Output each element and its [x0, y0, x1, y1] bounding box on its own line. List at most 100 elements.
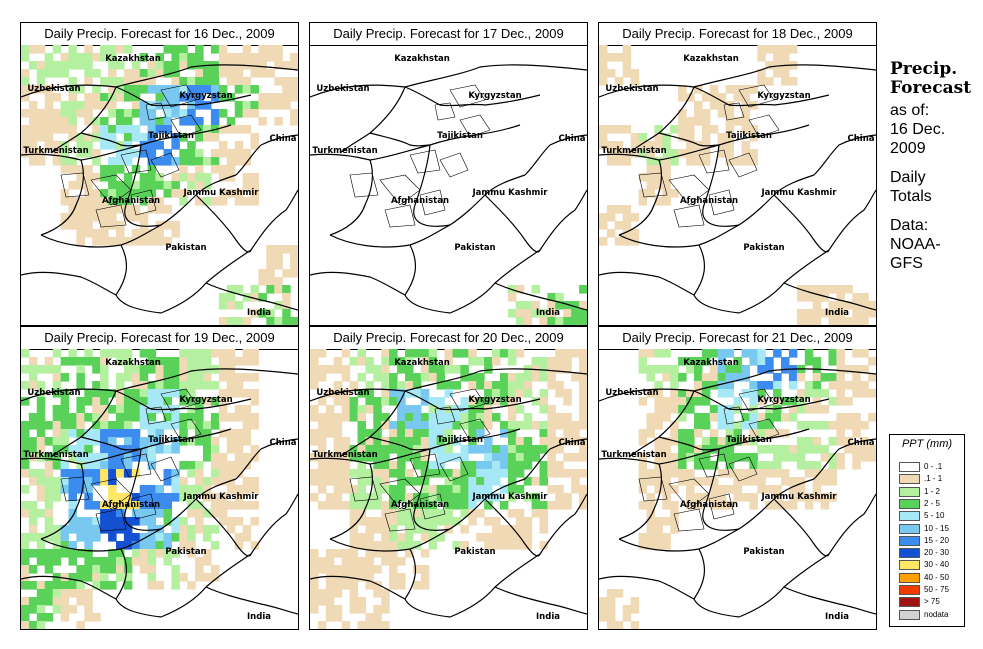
- precip-cell: [515, 285, 525, 294]
- province-boundary: [748, 418, 780, 442]
- precip-cell: [310, 477, 319, 486]
- precip-cell: [234, 413, 244, 422]
- precip-cell: [515, 541, 525, 550]
- province-boundary: [673, 204, 705, 228]
- precip-cell: [670, 453, 679, 462]
- precip-cell: [444, 477, 453, 486]
- country-label-jammu-kashmir: Jammu Kashmir: [471, 188, 548, 198]
- precip-cell: [60, 69, 70, 78]
- precip-cell: [179, 485, 188, 494]
- province-boundary: [748, 114, 780, 138]
- precip-cell: [571, 453, 580, 462]
- precip-cell: [836, 357, 845, 366]
- precip-cell: [365, 357, 374, 366]
- precip-cell: [21, 77, 30, 86]
- precip-cell: [606, 125, 616, 134]
- precip-cell: [812, 317, 822, 325]
- precip-cell: [357, 437, 366, 446]
- precip-cell: [116, 517, 125, 526]
- precip-cell: [412, 541, 422, 550]
- precip-cell: [171, 221, 180, 230]
- precip-cell: [507, 405, 517, 414]
- precip-cell: [226, 389, 236, 398]
- precip-cell: [163, 125, 172, 134]
- precip-cell: [389, 437, 398, 446]
- precip-cell: [123, 493, 133, 502]
- precip-cell: [468, 429, 477, 438]
- precip-cell: [108, 93, 117, 102]
- precip-cell: [131, 61, 141, 70]
- precip-cell: [717, 405, 727, 414]
- precip-cell: [234, 381, 244, 390]
- precip-cell: [123, 205, 133, 214]
- precip-cell: [420, 421, 430, 430]
- precip-cell: [218, 389, 228, 398]
- precip-cell: [781, 453, 790, 462]
- precip-cell: [709, 125, 719, 134]
- precip-cell: [60, 125, 70, 134]
- precip-cell: [420, 469, 430, 478]
- precip-cell: [52, 117, 62, 126]
- precip-cell: [155, 509, 164, 518]
- precip-cell: [60, 429, 70, 438]
- precip-cell: [606, 597, 616, 606]
- precip-cell: [234, 189, 244, 198]
- precip-cell: [836, 413, 845, 422]
- precip-cell: [804, 357, 814, 366]
- precip-cell: [155, 381, 164, 390]
- precip-cell: [547, 405, 556, 414]
- precip-cell: [333, 573, 343, 582]
- precip-cell: [36, 389, 46, 398]
- precip-cell: [373, 405, 382, 414]
- precip-cell: [781, 469, 790, 478]
- precip-cell: [788, 493, 798, 502]
- precip-cell: [725, 109, 735, 118]
- precip-cell: [100, 525, 109, 534]
- precip-cell: [210, 565, 220, 574]
- precip-cell: [171, 533, 180, 542]
- precip-cell: [397, 517, 406, 526]
- precip-cell: [84, 533, 93, 542]
- precip-cell: [266, 317, 275, 325]
- precip-cell: [460, 485, 469, 494]
- precip-cell: [310, 357, 319, 366]
- precip-cell: [139, 189, 149, 198]
- province-boundary: [130, 189, 157, 216]
- precip-cell: [844, 397, 853, 406]
- precip-cell: [539, 429, 548, 438]
- country-border: [329, 463, 374, 540]
- country-border: [205, 586, 298, 615]
- precip-cell: [203, 549, 212, 558]
- precip-cell: [92, 149, 101, 158]
- precip-cell: [68, 213, 77, 222]
- precip-map: KazakhstanUzbekistanKyrgyzstanTajikistan…: [310, 349, 587, 629]
- precip-cell: [709, 381, 719, 390]
- precip-cell: [92, 157, 101, 166]
- precip-cell: [187, 149, 196, 158]
- precip-cell: [210, 573, 220, 582]
- precip-cell: [436, 533, 446, 542]
- precip-cell: [357, 541, 366, 550]
- precip-cell: [317, 469, 327, 478]
- country-border: [115, 244, 162, 314]
- precip-cell: [373, 501, 382, 510]
- precip-cell: [139, 389, 149, 398]
- precip-cell: [226, 517, 236, 526]
- legend-label: 2 - 5: [924, 498, 941, 508]
- precip-cell: [218, 125, 228, 134]
- precip-cell: [523, 317, 533, 325]
- precip-cell: [476, 533, 485, 542]
- precip-cell: [36, 437, 46, 446]
- precip-cell: [242, 477, 252, 486]
- precip-cell: [765, 469, 774, 478]
- precip-cell: [282, 61, 291, 70]
- precip-cell: [555, 445, 564, 454]
- precip-cell: [436, 517, 446, 526]
- precip-cell: [100, 205, 109, 214]
- precip-cell: [781, 77, 790, 86]
- country-border: [429, 124, 521, 146]
- precip-cell: [44, 565, 54, 574]
- precip-cell: [84, 469, 93, 478]
- precip-cell: [274, 77, 283, 86]
- precip-cell: [405, 373, 414, 382]
